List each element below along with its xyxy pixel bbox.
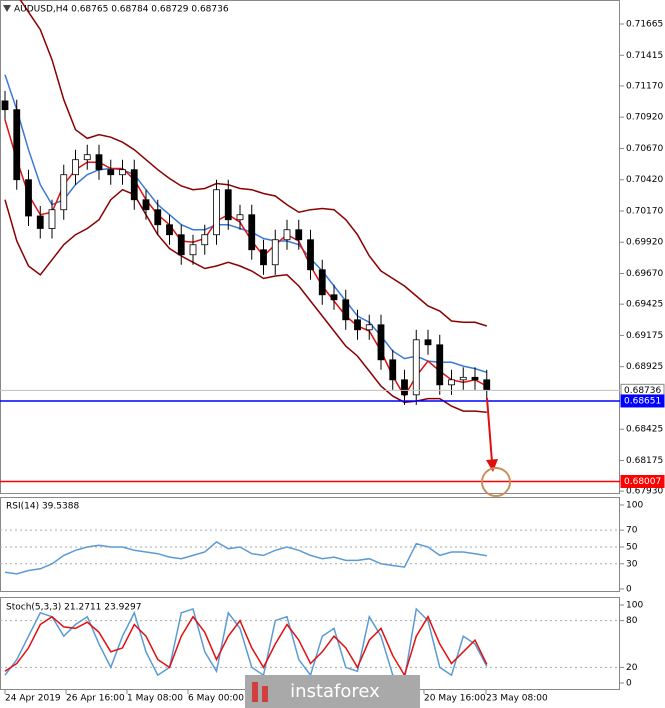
candle-body	[83, 154, 91, 161]
candle-body	[119, 169, 126, 176]
rsi-title: RSI(14) 39.5388	[6, 502, 79, 512]
series-line	[4, 540, 487, 575]
arrow-head	[486, 459, 498, 472]
y-tick-label: 0.70170	[626, 206, 663, 216]
candle-body	[25, 179, 32, 217]
candle-body	[318, 269, 326, 296]
price-label: 0.68736	[624, 386, 661, 396]
candle-body	[48, 209, 56, 229]
candle-body	[130, 169, 138, 201]
y-tick-label: 0.71665	[626, 20, 663, 30]
x-tick-label: 24 Apr 2019	[5, 694, 61, 704]
y-tick-label: 0	[626, 584, 632, 594]
panel	[0, 607, 620, 681]
candle-body	[236, 214, 244, 221]
candle-body	[436, 344, 444, 386]
y-tick-label: 70	[626, 526, 638, 536]
candle-body	[177, 234, 185, 256]
y-tick-label: 0.70420	[626, 175, 663, 185]
panel	[1, 0, 491, 414]
y-tick-label: 0.69920	[626, 238, 663, 248]
menu-icon	[3, 5, 11, 12]
price-label-box	[620, 394, 665, 408]
candle-body	[1, 100, 9, 111]
y-tick-label: 0.70920	[626, 113, 663, 123]
watermark: instaforex	[290, 681, 380, 702]
candle-body	[389, 359, 397, 381]
series-line	[19, 0, 488, 327]
x-tick-label: 23 May 08:00	[486, 694, 548, 704]
y-tick-label: 0.69425	[626, 300, 663, 310]
candle-body	[401, 379, 408, 396]
candle-body	[471, 376, 479, 381]
candle-body	[283, 229, 291, 241]
main-frame	[0, 0, 620, 494]
candle-body	[459, 376, 467, 381]
candle-body	[248, 214, 256, 251]
y-tick-label: 0	[626, 678, 632, 688]
candle-body	[189, 244, 197, 256]
candle-body	[307, 239, 314, 271]
y-tick-label: 100	[626, 500, 643, 510]
candle-body	[166, 224, 173, 236]
x-tick-label: 26 Apr 16:00	[66, 694, 125, 704]
price-label: 0.68651	[624, 396, 661, 406]
series-line	[4, 615, 488, 678]
candle-body	[142, 199, 150, 211]
candle-body	[424, 339, 432, 346]
main-title: AUDUSD,H4 0.68765 0.68784 0.68729 0.6873…	[14, 5, 229, 15]
x-tick-label: 20 May 16:00	[424, 694, 486, 704]
candle-body	[271, 239, 279, 266]
y-tick-label: 0.68425	[626, 425, 663, 435]
rsi-frame	[0, 497, 620, 592]
candle-body	[377, 324, 385, 361]
y-tick-label: 0.67930	[626, 487, 663, 497]
candle-body	[60, 174, 68, 211]
series-line	[4, 188, 487, 414]
y-tick-label: 0.69175	[626, 331, 663, 341]
candle-body	[36, 215, 44, 229]
candle-body	[354, 319, 361, 331]
candle-body	[365, 324, 373, 331]
y-tick-label: 50	[626, 542, 638, 552]
y-tick-label: 80	[626, 616, 638, 626]
forecast-arrow	[486, 397, 493, 463]
watermark-box	[245, 675, 420, 708]
y-tick-label: 0.71415	[626, 51, 663, 61]
candle-body	[72, 159, 79, 176]
candle-body	[201, 234, 209, 246]
candle-body	[107, 169, 115, 176]
candle-body	[95, 154, 103, 171]
logo	[252, 682, 258, 702]
price-label-box	[620, 474, 665, 488]
candle-body	[412, 339, 420, 396]
candle-body	[213, 189, 220, 236]
x-tick-label: 6 May 00:00	[188, 694, 244, 704]
candle-body	[224, 189, 232, 221]
stoch-title: Stoch(5,3,3) 21.2711 23.9297	[6, 603, 141, 613]
x-tick-label: 1 May 08:00	[127, 694, 183, 704]
y-tick-label: 0.69670	[626, 269, 663, 279]
y-tick-label: 0.68175	[626, 456, 663, 466]
candle-body	[448, 379, 455, 386]
y-tick-label: 0.68925	[626, 362, 663, 372]
y-tick-label: 20	[626, 663, 638, 673]
candle-body	[13, 109, 21, 181]
candle-body	[483, 379, 491, 391]
y-tick-label: 30	[626, 559, 638, 569]
target-circle	[481, 467, 511, 497]
candle-body	[260, 249, 267, 266]
logo	[262, 686, 268, 702]
y-tick-label: 0.70670	[626, 144, 663, 154]
candle-body	[154, 209, 162, 226]
y-tick-label: 100	[626, 601, 643, 611]
candle-body	[330, 294, 338, 301]
y-tick-label: 0.71170	[626, 81, 663, 91]
candle-body	[342, 299, 350, 321]
candle-body	[295, 229, 303, 241]
price-label: 0.68007	[624, 477, 661, 487]
panel	[0, 529, 620, 575]
